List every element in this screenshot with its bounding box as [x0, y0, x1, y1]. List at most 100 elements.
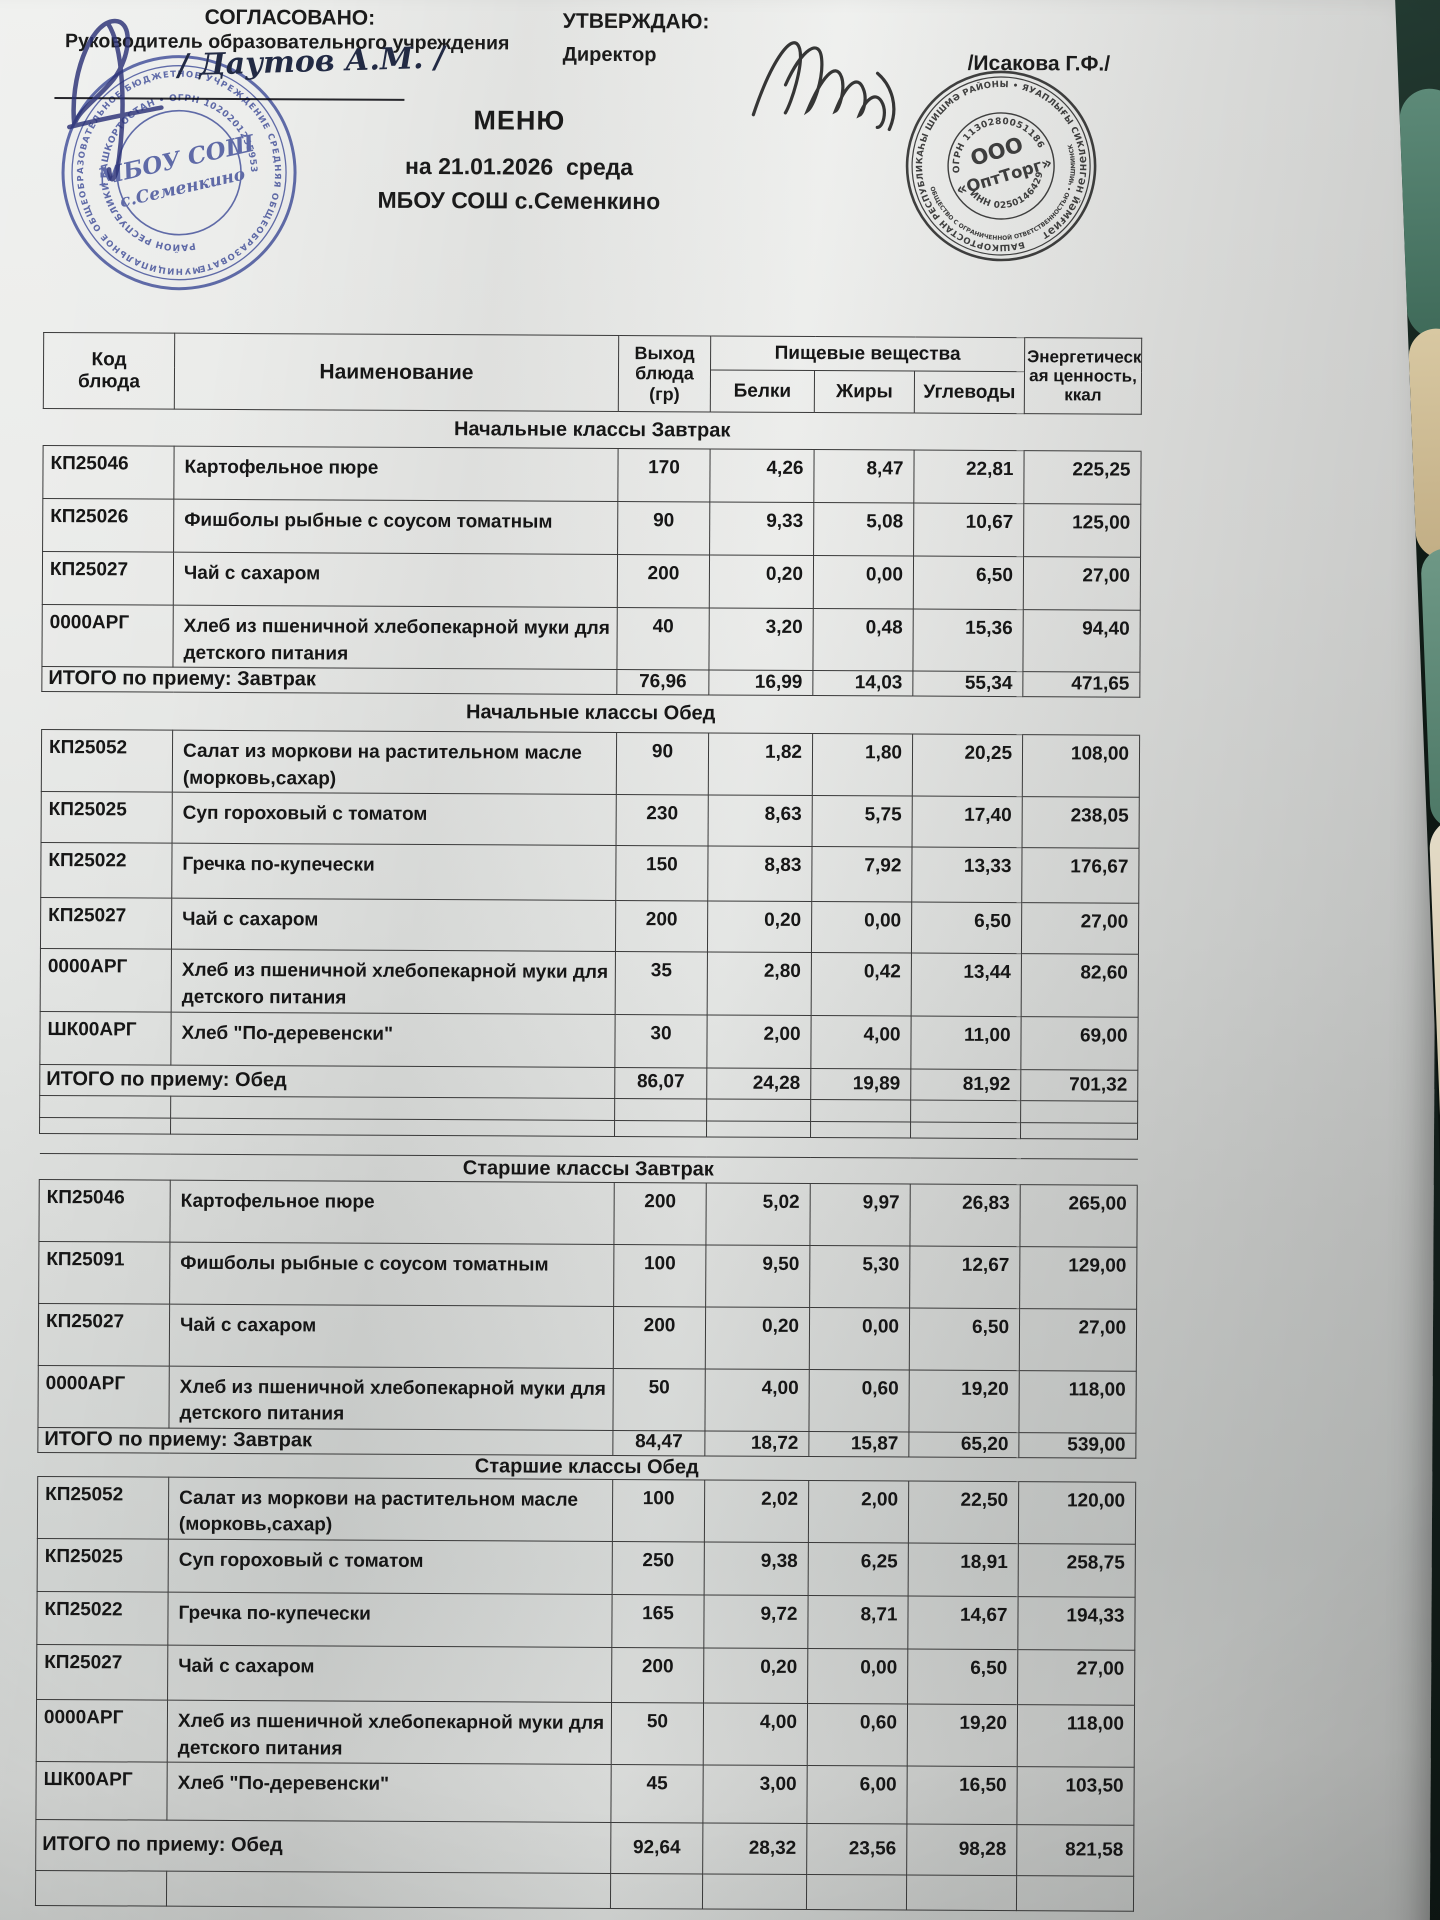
dish-carbs: 11,00 — [910, 1015, 1022, 1070]
dish-name: Хлеб из пшеничной хлебопекарной муки для… — [172, 605, 618, 670]
dish-code: КП25046 — [42, 445, 175, 500]
table-row: КП25025 Суп гороховый с томатом 250 9,38 6,2… — [37, 1538, 1136, 1598]
empty-cell — [702, 1874, 807, 1910]
dish-carbs: 6,50 — [913, 556, 1024, 610]
dish-energy: 27,00 — [1017, 1649, 1135, 1706]
empty-cell — [1016, 1875, 1134, 1912]
approved-label: УТВЕРЖДАЮ: — [562, 9, 710, 34]
dish-energy: 129,00 — [1019, 1246, 1137, 1309]
dish-code: КП25022 — [36, 1591, 169, 1646]
dish-protein: 8,63 — [708, 795, 813, 847]
empty-cell — [706, 1098, 811, 1122]
empty-cell — [1020, 1122, 1138, 1139]
dish-carbs: 22,81 — [913, 450, 1025, 504]
total-fat: 14,03 — [812, 670, 913, 697]
table-row: КП25022 Гречка по-купечески 165 9,72 8,71 14,… — [36, 1591, 1136, 1651]
dish-carbs: 13,33 — [911, 847, 1023, 903]
dish-carbs: 15,36 — [912, 609, 1024, 672]
empty-cell — [39, 1095, 171, 1118]
total-energy: 701,32 — [1020, 1069, 1138, 1101]
header-energy: Энергетическ ая ценность, ккал — [1024, 337, 1142, 415]
dish-name: Салат из моркови на растительном масле (… — [168, 1476, 613, 1542]
dish-energy: 225,25 — [1023, 450, 1142, 505]
dish-protein: 0,20 — [709, 554, 814, 609]
empty-cell — [39, 1117, 171, 1134]
director-signature-icon — [751, 41, 896, 132]
dish-fat: 5,75 — [812, 795, 913, 848]
dish-code: КП25027 — [40, 897, 172, 950]
total-fat: 15,87 — [808, 1431, 909, 1457]
total-protein: 28,32 — [702, 1823, 807, 1875]
header-output: Выход блюда (гр) — [618, 335, 711, 412]
dish-protein: 4,26 — [709, 448, 815, 503]
dish-output: 200 — [615, 900, 708, 953]
dish-fat: 0,00 — [807, 1648, 908, 1704]
dish-carbs: 6,50 — [907, 1648, 1018, 1705]
dish-output: 40 — [616, 607, 710, 671]
dish-protein: 9,72 — [703, 1594, 809, 1649]
table-row: КП25026 Фишболы рыбные с соусом томатным 9… — [42, 498, 1141, 558]
dish-code: КП25025 — [37, 1538, 169, 1593]
dish-carbs: 6,50 — [911, 902, 1022, 954]
dish-carbs: 13,44 — [911, 953, 1022, 1017]
dish-output: 200 — [613, 1182, 707, 1245]
total-carbs: 81,92 — [910, 1068, 1021, 1101]
dish-code: 0000АРГ — [40, 948, 172, 1012]
empty-cell — [706, 1120, 811, 1138]
dish-name: Чай с сахаром — [173, 552, 618, 608]
dish-fat: 8,47 — [813, 449, 915, 504]
dish-fat: 2,00 — [808, 1480, 909, 1543]
dish-protein: 2,02 — [704, 1479, 809, 1543]
dish-protein: 2,80 — [707, 952, 812, 1016]
table-row: КП25091 Фишболы рыбные с соусом томатным 1… — [38, 1241, 1137, 1309]
dish-fat: 0,48 — [812, 608, 914, 672]
dish-energy: 265,00 — [1019, 1184, 1138, 1247]
dish-output: 30 — [614, 1014, 708, 1068]
dish-output: 100 — [613, 1244, 706, 1307]
empty-cell — [810, 1121, 911, 1138]
dish-carbs: 14,67 — [907, 1595, 1019, 1650]
dish-energy: 103,50 — [1016, 1766, 1135, 1826]
empty-cell — [910, 1121, 1021, 1139]
dish-fat: 7,92 — [811, 846, 913, 903]
dish-name: Чай с сахаром — [167, 1645, 612, 1703]
header-protein: Белки — [710, 369, 815, 413]
empty-cell — [170, 1095, 615, 1121]
header-dish-name: Наименование — [174, 333, 619, 412]
menu-table-header: Код блюда Наименование Выход блюда (гр) … — [43, 332, 1142, 415]
dish-energy: 118,00 — [1018, 1370, 1137, 1433]
empty-cell — [1020, 1100, 1138, 1123]
dish-output: 165 — [611, 1594, 705, 1648]
dish-name: Хлеб из пшеничной хлебопекарной муки для… — [168, 1365, 614, 1431]
table-row: КП25027 Чай с сахаром 200 0,20 0,00 6,50 27,00 — [36, 1644, 1135, 1706]
dish-carbs: 20,25 — [912, 734, 1023, 797]
section-title: Начальные классы Завтрак — [43, 408, 1142, 452]
dish-fat: 5,08 — [813, 502, 914, 557]
dish-energy: 120,00 — [1018, 1481, 1136, 1545]
dish-name: Гречка по-купечески — [167, 1592, 613, 1648]
dish-energy: 176,67 — [1021, 847, 1140, 904]
table-row: КП25046 Картофельное пюре 170 4,26 8,47 22,81… — [42, 445, 1142, 505]
dish-carbs: 19,20 — [907, 1703, 1018, 1767]
total-label: ИТОГО по приему: Завтрак — [41, 666, 617, 695]
dish-energy: 94,40 — [1022, 609, 1141, 673]
total-output: 76,96 — [616, 669, 709, 696]
dish-code: 0000АРГ — [37, 1365, 170, 1428]
dish-output: 200 — [617, 554, 710, 608]
dish-protein: 4,00 — [703, 1702, 808, 1766]
total-row: ИТОГО по приему: Обед 92,64 28,32 23,56 98,2… — [35, 1819, 1134, 1877]
table-row: 0000АРГ Хлеб из пшеничной хлебопекарной м… — [36, 1699, 1135, 1768]
total-energy: 821,58 — [1016, 1824, 1134, 1877]
dish-fat: 0,00 — [813, 555, 914, 610]
dish-output: 150 — [615, 845, 709, 902]
dish-carbs: 22,50 — [908, 1480, 1019, 1544]
dish-code: 0000АРГ — [36, 1699, 168, 1763]
dish-protein: 2,00 — [706, 1014, 812, 1069]
table-row: КП25052 Салат из моркови на растительном … — [41, 729, 1140, 798]
dish-energy: 125,00 — [1023, 503, 1141, 558]
table-row: КП25022 Гречка по-купечески 150 8,83 7,92 13,… — [40, 842, 1140, 904]
dish-fat: 1,80 — [812, 733, 913, 797]
dish-output: 250 — [612, 1541, 705, 1595]
